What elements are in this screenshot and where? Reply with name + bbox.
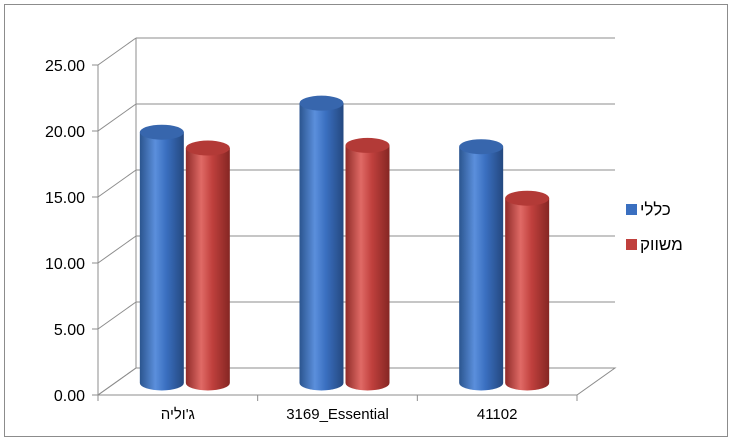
legend-label: כללי [640,200,671,219]
legend-label: משווק [640,235,683,254]
bars [139,95,550,391]
bar-body [345,145,390,391]
bar-general [139,124,184,391]
bar-body [505,198,550,391]
bar-general [299,95,344,391]
x-tick-label: 3169_Essential [286,406,389,423]
y-tick-label: 25.00 [45,58,85,75]
bar-top [459,139,504,155]
x-tick-label: 41102 [477,406,518,423]
bar-marketer [185,140,230,391]
y-tick-label: 10.00 [45,256,85,273]
bar-top [299,95,344,111]
bar-marketer [345,137,390,391]
gridline-side [97,37,137,66]
bar-top [505,190,550,206]
y-tick-label: 20.00 [45,124,85,141]
gridline-side [97,103,137,132]
bar-body [139,132,184,391]
gridline-side [97,169,137,198]
legend-swatch [626,239,637,250]
bar-marketer [505,190,550,391]
bar-body [299,103,344,391]
gridline-side [97,301,137,330]
bar-top [139,124,184,140]
y-tick-label: 15.00 [45,190,85,207]
x-tick-label: ג'וליה [161,406,195,423]
y-tick-label: 0.00 [54,388,85,405]
bar-top [185,140,230,156]
bar-body [459,146,504,391]
bar-general [459,139,504,391]
legend-swatch [626,204,637,215]
legend: כללי משווק [626,200,683,254]
gridline-side [97,235,137,264]
y-tick-label: 5.00 [54,322,85,339]
bar-body [185,148,230,391]
bar-top [345,137,390,153]
axes: 0.00 5.00 10.00 15.00 20.00 25.00 ג'וליה 3169_E… [45,38,617,423]
